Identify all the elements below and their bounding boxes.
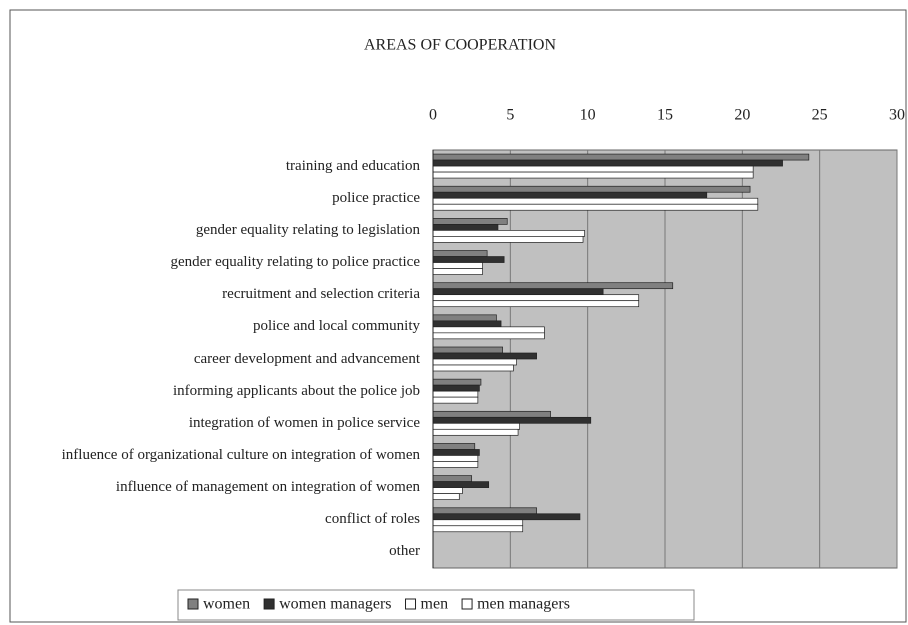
bar xyxy=(432,294,640,302)
bar xyxy=(432,314,497,322)
bar xyxy=(432,525,524,533)
bar xyxy=(432,513,581,521)
legend-label: men managers xyxy=(477,596,570,613)
category-label: police practice xyxy=(332,189,420,206)
bar xyxy=(432,352,537,360)
bar xyxy=(432,475,473,482)
bar xyxy=(432,224,499,231)
bar xyxy=(432,218,508,225)
bar xyxy=(432,364,514,372)
legend-label: women managers xyxy=(279,596,391,613)
bar xyxy=(432,230,585,237)
x-tick-label: 5 xyxy=(506,107,514,124)
bar xyxy=(432,346,503,354)
legend-swatch xyxy=(405,598,417,610)
bar xyxy=(432,320,502,328)
x-tick-label: 10 xyxy=(580,107,596,124)
category-label: gender equality relating to legislation xyxy=(195,221,420,238)
category-label: integration of women in police service xyxy=(188,414,420,431)
bar xyxy=(432,171,754,179)
bar xyxy=(432,481,490,488)
bar xyxy=(432,507,537,515)
bar xyxy=(432,332,545,340)
legend-box xyxy=(177,589,695,621)
bar xyxy=(432,428,519,436)
bar xyxy=(432,378,482,386)
bar xyxy=(432,422,520,430)
legend-label: women xyxy=(203,596,250,613)
bar xyxy=(432,282,674,290)
frame xyxy=(9,9,907,623)
category-label: career development and advancement xyxy=(193,350,420,367)
bar xyxy=(432,443,476,450)
category-label: police and local community xyxy=(252,318,420,335)
bar xyxy=(432,268,483,275)
bar xyxy=(432,250,488,257)
legend-label: men xyxy=(421,596,449,613)
bar xyxy=(432,455,479,462)
chart-title: AREAS OF COOPERATION xyxy=(364,37,556,54)
category-label: informing applicants about the police jo… xyxy=(172,382,420,399)
bar xyxy=(432,493,460,500)
bar xyxy=(432,300,640,308)
bar xyxy=(432,203,759,211)
bar xyxy=(432,358,517,366)
bar xyxy=(432,384,480,392)
bar xyxy=(432,236,584,243)
bar xyxy=(432,396,479,404)
bar xyxy=(432,416,592,424)
category-label: conflict of roles xyxy=(325,511,420,528)
category-label: training and education xyxy=(285,157,420,174)
bar xyxy=(432,256,505,263)
bar xyxy=(432,185,751,193)
bar xyxy=(432,288,604,296)
bar xyxy=(432,326,545,334)
category-label: influence of organizational culture on i… xyxy=(61,446,420,463)
x-tick-label: 20 xyxy=(734,107,750,124)
x-tick-label: 0 xyxy=(429,107,437,124)
bar xyxy=(432,410,551,418)
x-tick-label: 30 xyxy=(889,107,905,124)
bar xyxy=(432,191,708,199)
bar xyxy=(432,159,783,167)
legend-swatch xyxy=(461,598,473,610)
bar xyxy=(432,197,759,205)
bar xyxy=(432,461,479,468)
category-label: gender equality relating to police pract… xyxy=(170,254,420,271)
bar xyxy=(432,165,754,173)
category-label: influence of management on integration o… xyxy=(115,479,420,496)
category-label: other xyxy=(389,543,420,560)
x-tick-label: 25 xyxy=(812,107,828,124)
x-tick-label: 15 xyxy=(657,107,673,124)
legend-swatch xyxy=(263,598,275,610)
bar xyxy=(432,487,463,494)
bar xyxy=(432,153,810,161)
bar xyxy=(432,390,479,398)
legend-swatch xyxy=(187,598,199,610)
category-label: recruitment and selection criteria xyxy=(222,286,420,303)
bar xyxy=(432,262,483,269)
bar xyxy=(432,519,524,527)
bar xyxy=(432,449,480,456)
